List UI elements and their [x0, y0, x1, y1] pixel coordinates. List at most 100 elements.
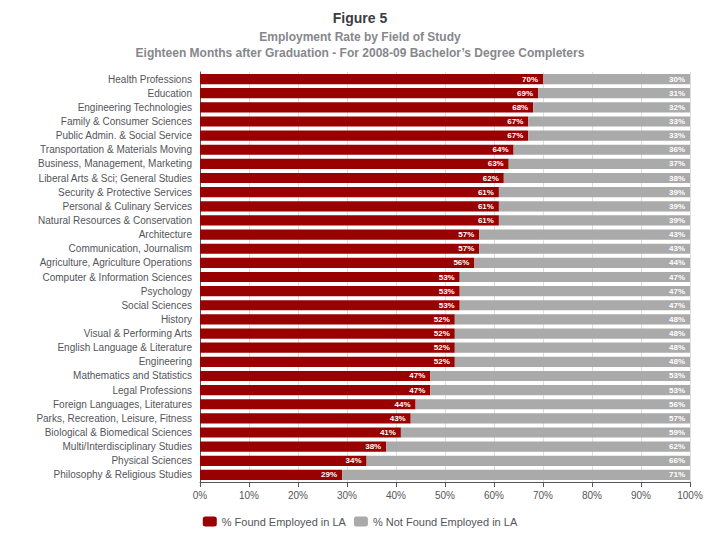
svg-text:Employment Rate by Field of St: Employment Rate by Field of Study — [259, 30, 461, 44]
svg-text:36%: 36% — [669, 145, 685, 154]
svg-text:63%: 63% — [488, 159, 504, 168]
svg-text:47%: 47% — [409, 371, 425, 380]
svg-text:Liberal Arts & Sci; General St: Liberal Arts & Sci; General Studies — [39, 173, 192, 184]
svg-text:39%: 39% — [669, 202, 685, 211]
svg-text:Mathematics and Statistics: Mathematics and Statistics — [73, 370, 192, 381]
svg-text:53%: 53% — [669, 386, 685, 395]
svg-text:34%: 34% — [346, 456, 362, 465]
svg-text:71%: 71% — [669, 470, 685, 479]
svg-text:38%: 38% — [669, 174, 685, 183]
svg-text:32%: 32% — [669, 103, 685, 112]
svg-text:53%: 53% — [439, 273, 455, 282]
svg-text:70%: 70% — [533, 490, 553, 501]
svg-text:48%: 48% — [669, 329, 685, 338]
svg-text:41%: 41% — [380, 428, 396, 437]
svg-text:66%: 66% — [669, 456, 685, 465]
svg-text:52%: 52% — [434, 343, 450, 352]
svg-text:90%: 90% — [631, 490, 651, 501]
svg-text:56%: 56% — [669, 400, 685, 409]
svg-text:67%: 67% — [507, 131, 523, 140]
svg-text:Computer & Information Science: Computer & Information Sciences — [42, 272, 192, 283]
svg-text:Multi/Interdisciplinary Studie: Multi/Interdisciplinary Studies — [63, 441, 193, 452]
svg-text:29%: 29% — [321, 470, 337, 479]
svg-text:61%: 61% — [478, 188, 494, 197]
svg-text:43%: 43% — [669, 230, 685, 239]
svg-text:Parks, Recreation, Leisure, Fi: Parks, Recreation, Leisure, Fitness — [36, 413, 192, 424]
svg-text:Legal Professions: Legal Professions — [113, 385, 193, 396]
svg-text:33%: 33% — [669, 117, 685, 126]
svg-text:47%: 47% — [409, 386, 425, 395]
svg-text:39%: 39% — [669, 216, 685, 225]
svg-text:Engineering Technologies: Engineering Technologies — [78, 102, 192, 113]
svg-text:% Not Found Employed in LA: % Not Found Employed in LA — [373, 516, 518, 528]
svg-text:67%: 67% — [507, 117, 523, 126]
svg-text:53%: 53% — [439, 287, 455, 296]
svg-text:English Language & Literature: English Language & Literature — [57, 342, 192, 353]
svg-text:Family & Consumer Sciences: Family & Consumer Sciences — [61, 116, 192, 127]
svg-text:Biological & Biomedical Scienc: Biological & Biomedical Sciences — [45, 427, 192, 438]
svg-text:47%: 47% — [669, 301, 685, 310]
svg-text:30%: 30% — [337, 490, 357, 501]
svg-text:80%: 80% — [582, 490, 602, 501]
svg-text:% Found Employed in LA: % Found Employed in LA — [222, 516, 347, 528]
svg-text:Education: Education — [148, 88, 192, 99]
svg-text:40%: 40% — [386, 490, 406, 501]
svg-text:History: History — [161, 314, 192, 325]
svg-text:44%: 44% — [395, 400, 411, 409]
svg-text:Eighteen Months after Graduati: Eighteen Months after Graduation - For 2… — [136, 46, 585, 60]
svg-text:Security & Protective Services: Security & Protective Services — [58, 187, 192, 198]
svg-text:0%: 0% — [193, 490, 208, 501]
svg-text:60%: 60% — [484, 490, 504, 501]
svg-text:33%: 33% — [669, 131, 685, 140]
svg-text:48%: 48% — [669, 315, 685, 324]
svg-text:Architecture: Architecture — [139, 229, 193, 240]
svg-text:Psychology: Psychology — [141, 286, 192, 297]
svg-text:Figure 5: Figure 5 — [333, 10, 388, 26]
svg-text:37%: 37% — [669, 159, 685, 168]
svg-text:64%: 64% — [493, 145, 509, 154]
svg-text:61%: 61% — [478, 216, 494, 225]
svg-text:Communication, Journalism: Communication, Journalism — [69, 243, 192, 254]
svg-text:62%: 62% — [483, 174, 499, 183]
svg-text:68%: 68% — [512, 103, 528, 112]
svg-text:70%: 70% — [522, 75, 538, 84]
svg-text:Philosophy & Religious Studies: Philosophy & Religious Studies — [54, 469, 192, 480]
svg-text:Social Sciences: Social Sciences — [121, 300, 192, 311]
svg-text:53%: 53% — [669, 371, 685, 380]
svg-text:52%: 52% — [434, 315, 450, 324]
svg-text:Engineering: Engineering — [139, 356, 192, 367]
svg-text:62%: 62% — [669, 442, 685, 451]
svg-text:57%: 57% — [669, 414, 685, 423]
svg-text:Business, Management, Marketin: Business, Management, Marketing — [38, 158, 192, 169]
svg-text:Natural Resources & Conservati: Natural Resources & Conservation — [38, 215, 192, 226]
svg-text:10%: 10% — [239, 490, 259, 501]
svg-text:52%: 52% — [434, 357, 450, 366]
svg-text:39%: 39% — [669, 188, 685, 197]
svg-text:Foreign Languages, Literatures: Foreign Languages, Literatures — [53, 399, 192, 410]
svg-text:69%: 69% — [517, 89, 533, 98]
svg-text:43%: 43% — [390, 414, 406, 423]
svg-text:38%: 38% — [365, 442, 381, 451]
svg-text:52%: 52% — [434, 329, 450, 338]
svg-text:Public Admin. & Social Service: Public Admin. & Social Service — [56, 130, 193, 141]
svg-text:Personal & Culinary Services: Personal & Culinary Services — [63, 201, 193, 212]
svg-text:Physical Sciences: Physical Sciences — [111, 455, 192, 466]
svg-text:43%: 43% — [669, 244, 685, 253]
svg-text:50%: 50% — [435, 490, 455, 501]
svg-text:Transportation & Materials Mov: Transportation & Materials Moving — [40, 144, 192, 155]
svg-text:48%: 48% — [669, 343, 685, 352]
svg-text:57%: 57% — [458, 244, 474, 253]
svg-text:30%: 30% — [669, 75, 685, 84]
svg-text:47%: 47% — [669, 273, 685, 282]
svg-text:48%: 48% — [669, 357, 685, 366]
svg-text:57%: 57% — [458, 230, 474, 239]
svg-text:31%: 31% — [669, 89, 685, 98]
svg-text:Agriculture, Agriculture Opera: Agriculture, Agriculture Operations — [40, 257, 192, 268]
svg-text:44%: 44% — [669, 258, 685, 267]
svg-text:100%: 100% — [677, 490, 703, 501]
svg-text:59%: 59% — [669, 428, 685, 437]
svg-text:47%: 47% — [669, 287, 685, 296]
svg-text:53%: 53% — [439, 301, 455, 310]
svg-text:Visual & Performing Arts: Visual & Performing Arts — [84, 328, 192, 339]
svg-text:56%: 56% — [453, 258, 469, 267]
